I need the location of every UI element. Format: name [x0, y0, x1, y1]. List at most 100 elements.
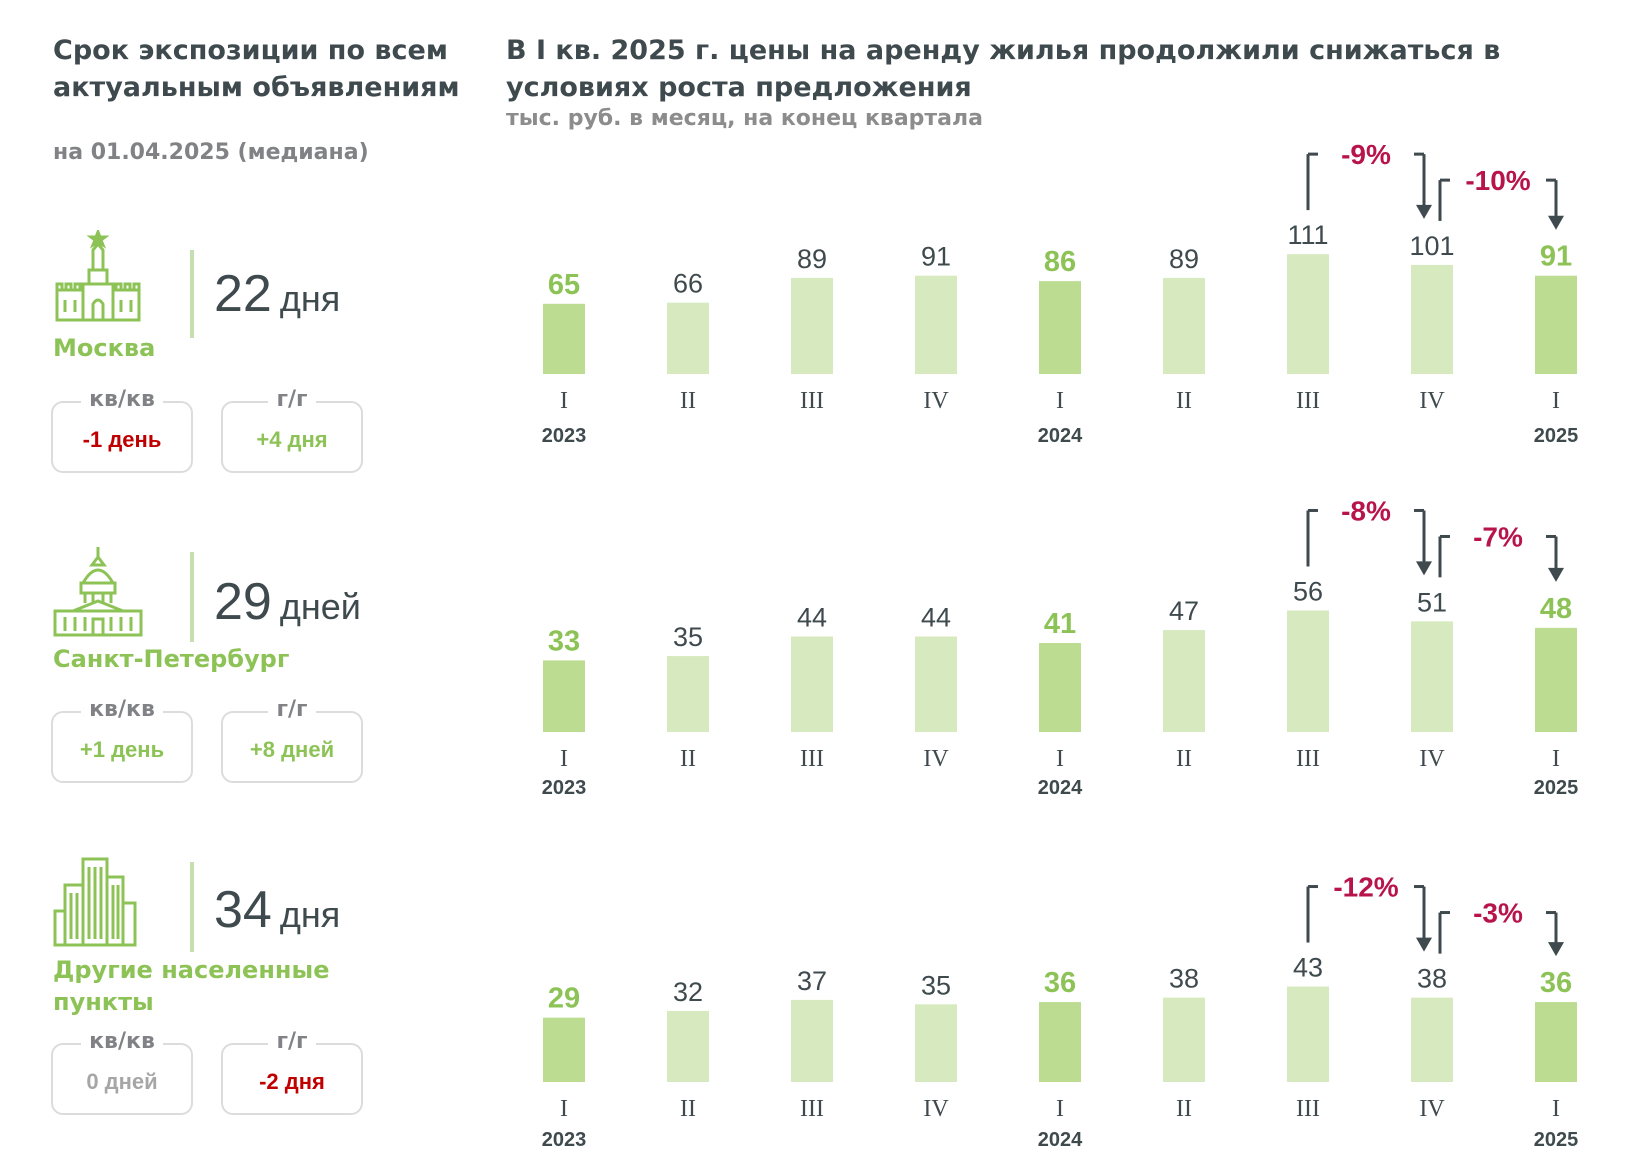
qq-box: кв/кв -1 день	[51, 387, 193, 473]
qq-value: -1 день	[82, 427, 162, 452]
data-label: 36	[1540, 967, 1572, 999]
change-label: -12%	[1333, 872, 1398, 903]
bar	[1039, 643, 1081, 732]
bar	[791, 277, 833, 374]
divider	[190, 250, 194, 338]
exposure-days: 34 дня	[214, 881, 341, 939]
category-label: II	[1176, 388, 1192, 414]
year-label: 2023	[542, 1129, 587, 1151]
category-label: I	[1056, 1096, 1064, 1122]
category-label: I	[1552, 388, 1560, 414]
data-label: 32	[673, 977, 703, 1007]
data-label: 56	[1293, 576, 1323, 606]
category-label: I	[560, 388, 568, 414]
exposure-days: 22 дня	[214, 265, 341, 323]
bar	[1535, 1002, 1577, 1082]
city-name: Москва	[53, 334, 156, 362]
bar	[1411, 264, 1453, 374]
bar	[1535, 627, 1577, 732]
data-label: 43	[1293, 953, 1323, 983]
yy-label: г/г	[268, 697, 316, 722]
category-label: III	[800, 746, 824, 772]
category-label: II	[680, 1096, 696, 1122]
change-arrowhead	[1416, 937, 1432, 952]
category-label: IV	[1419, 746, 1445, 772]
bar	[1287, 986, 1329, 1082]
category-label: IV	[923, 746, 949, 772]
category-label: I	[1552, 1096, 1560, 1122]
category-label: I	[1056, 388, 1064, 414]
year-label: 2024	[1038, 777, 1083, 799]
change-label: -9%	[1341, 139, 1391, 170]
category-label: I	[560, 1096, 568, 1122]
bar	[791, 636, 833, 732]
year-label: 2025	[1534, 1129, 1579, 1151]
qq-label: кв/кв	[81, 697, 163, 722]
category-label: III	[800, 388, 824, 414]
divider	[190, 552, 194, 642]
change-arrowhead	[1416, 561, 1432, 576]
category-label: II	[1176, 746, 1192, 772]
year-label: 2023	[542, 425, 587, 447]
main-subtitle: тыс. руб. в месяц, на конец квартала	[506, 106, 983, 131]
bar	[1287, 610, 1329, 732]
qq-value: +1 день	[79, 737, 165, 762]
divider	[190, 862, 194, 952]
bar	[1163, 630, 1205, 732]
change-label: -7%	[1473, 521, 1523, 552]
qq-box: кв/кв +1 день	[51, 697, 193, 783]
bar	[667, 656, 709, 732]
change-arrowhead	[1548, 567, 1564, 582]
kremlin-icon	[55, 230, 141, 322]
yy-value: -2 дня	[259, 1069, 325, 1094]
yy-box: г/г -2 дня	[221, 1029, 363, 1115]
data-label: 38	[1417, 964, 1447, 994]
main-title: В I кв. 2025 г. цены на аренду жилья про…	[506, 35, 1501, 103]
cathedral-icon	[53, 547, 143, 637]
bar	[1039, 1002, 1081, 1082]
category-label: IV	[923, 388, 949, 414]
category-label: III	[1296, 746, 1320, 772]
exposure-days: 29 дней	[214, 573, 361, 631]
data-label: 66	[673, 269, 703, 299]
data-label: 65	[548, 269, 580, 301]
category-label: III	[800, 1096, 824, 1122]
yy-label: г/г	[268, 387, 316, 412]
year-label: 2024	[1038, 1129, 1083, 1151]
qq-label: кв/кв	[81, 387, 163, 412]
change-label: -8%	[1341, 495, 1391, 526]
category-label: I	[1056, 746, 1064, 772]
left-title: Срок экспозиции по всем актуальным объяв…	[53, 35, 460, 103]
change-arrowhead	[1548, 215, 1564, 230]
bar	[915, 1004, 957, 1082]
yy-value: +8 дней	[249, 737, 335, 762]
category-label: II	[1176, 1096, 1192, 1122]
bar	[791, 999, 833, 1082]
data-label: 89	[797, 244, 827, 274]
city-name: Другие населенные пункты	[53, 956, 330, 1016]
change-arrowhead	[1416, 204, 1432, 219]
year-label: 2024	[1038, 425, 1083, 447]
skyscraper-icon	[53, 857, 137, 947]
year-label: 2025	[1534, 777, 1579, 799]
data-label: 35	[673, 622, 703, 652]
category-label: I	[1552, 746, 1560, 772]
category-label: III	[1296, 1096, 1320, 1122]
category-label: III	[1296, 388, 1320, 414]
data-label: 41	[1044, 608, 1076, 640]
data-label: 91	[1540, 241, 1572, 273]
data-label: 101	[1409, 231, 1454, 261]
bar	[1163, 277, 1205, 374]
data-label: 86	[1044, 246, 1076, 278]
category-label: IV	[1419, 1096, 1445, 1122]
bar	[667, 302, 709, 374]
bar	[667, 1010, 709, 1082]
data-label: 111	[1287, 220, 1328, 250]
category-label: I	[560, 746, 568, 772]
data-label: 29	[548, 983, 580, 1015]
qq-box: кв/кв 0 дней	[51, 1029, 193, 1115]
year-label: 2025	[1534, 425, 1579, 447]
yy-value: +4 дня	[256, 427, 328, 452]
data-label: 47	[1169, 596, 1199, 626]
